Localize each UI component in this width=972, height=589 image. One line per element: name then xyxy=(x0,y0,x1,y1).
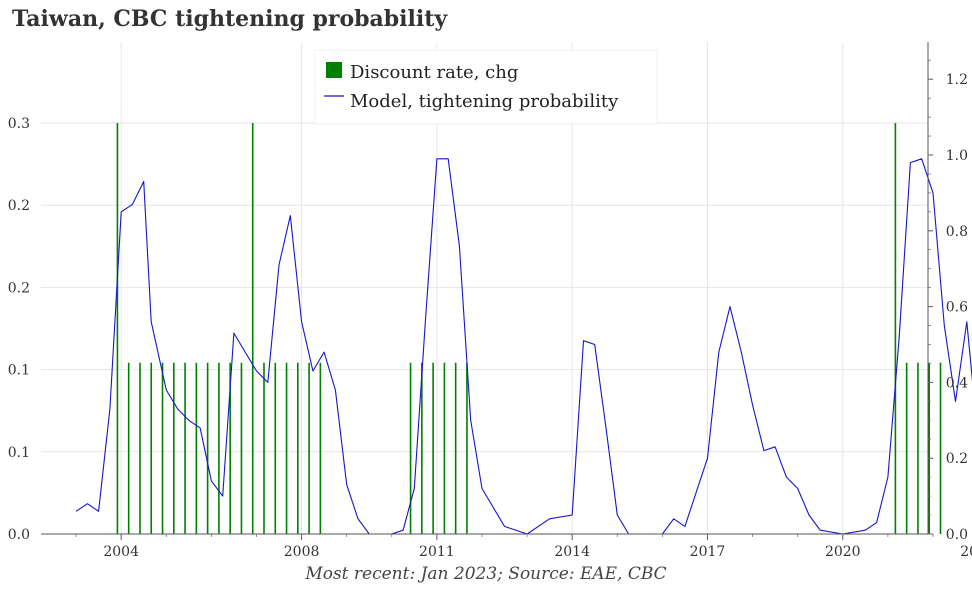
y-right-tick-label: 0.8 xyxy=(946,224,968,240)
discount-rate-bar xyxy=(139,362,141,534)
discount-rate-bar xyxy=(150,362,153,534)
discount-rate-bar xyxy=(274,362,277,534)
legend-label-model: Model, tightening probability xyxy=(350,91,619,112)
x-tick-label: 2014 xyxy=(554,544,590,560)
x-tick-label: 2004 xyxy=(103,544,139,560)
discount-rate-bar xyxy=(319,362,322,534)
discount-rate-bar xyxy=(928,362,931,534)
discount-rate-bar xyxy=(195,362,198,534)
discount-rate-bars xyxy=(116,123,942,534)
y-left-tick-label: 0.2 xyxy=(8,280,30,296)
legend-box xyxy=(314,49,658,125)
discount-rate-bar xyxy=(297,362,299,534)
y-right-tick-label: 0.6 xyxy=(946,300,968,316)
y-right-tick-label: 1.2 xyxy=(946,72,968,88)
discount-rate-bar xyxy=(127,362,130,534)
discount-rate-bar xyxy=(308,362,310,534)
discount-rate-bar xyxy=(454,362,457,534)
chart-title: Taiwan, CBC tightening probability xyxy=(12,6,448,32)
discount-rate-bar xyxy=(905,362,908,534)
discount-rate-bar xyxy=(206,362,209,534)
legend: Discount rate, chg Model, tightening pro… xyxy=(314,49,658,125)
y-right-tick-label: 0.0 xyxy=(946,527,968,543)
y-right-tick-label: 0.2 xyxy=(946,451,968,467)
x-tick-label: 2011 xyxy=(419,544,455,560)
discount-rate-bar xyxy=(285,362,288,534)
x-tick-label: 2020 xyxy=(825,544,861,560)
x-tick-label: 2008 xyxy=(284,544,320,560)
legend-label-discount: Discount rate, chg xyxy=(350,62,518,83)
discount-rate-bar xyxy=(218,362,220,534)
legend-swatch-discount xyxy=(326,62,342,78)
y-left-tick-label: 0.0 xyxy=(8,527,30,543)
discount-rate-bar xyxy=(172,362,175,534)
discount-rate-bar xyxy=(421,362,423,534)
y-left-tick-label: 0.1 xyxy=(8,445,30,461)
discount-rate-bar xyxy=(184,362,186,534)
discount-rate-bar xyxy=(443,362,446,534)
discount-rate-bar xyxy=(432,362,434,534)
discount-rate-bar xyxy=(229,362,231,534)
discount-rate-bar xyxy=(263,362,265,534)
discount-rate-bar xyxy=(240,362,243,534)
y-left-tick-label: 0.3 xyxy=(8,116,30,132)
axes: 0.0 0.1 0.1 0.2 0.2 0.3 0.0 0.2 0.4 0.6 0.8 1.0 1.2 2… xyxy=(8,42,972,560)
discount-rate-bar xyxy=(466,362,468,534)
discount-rate-bar xyxy=(161,362,164,534)
discount-rate-bar xyxy=(894,123,897,534)
chart-footer: Most recent: Jan 2023; Source: EAE, CBC xyxy=(305,564,667,584)
y-right-tick-label: 1.0 xyxy=(946,148,968,164)
y-right-tick-label: 0.4 xyxy=(946,375,968,391)
discount-rate-bar xyxy=(116,123,119,534)
y-left-tick-label: 0.1 xyxy=(8,363,30,379)
model-line-layer xyxy=(75,158,972,535)
discount-rate-bar xyxy=(939,362,942,534)
model-probability-line xyxy=(75,158,972,535)
discount-rate-bar xyxy=(251,123,254,534)
y-left-tick-label: 0.2 xyxy=(8,198,30,214)
discount-rate-bar xyxy=(409,362,412,534)
discount-rate-bar xyxy=(917,362,919,534)
x-tick-label: 2017 xyxy=(690,544,726,560)
x-tick-label: 2023 xyxy=(960,544,972,560)
